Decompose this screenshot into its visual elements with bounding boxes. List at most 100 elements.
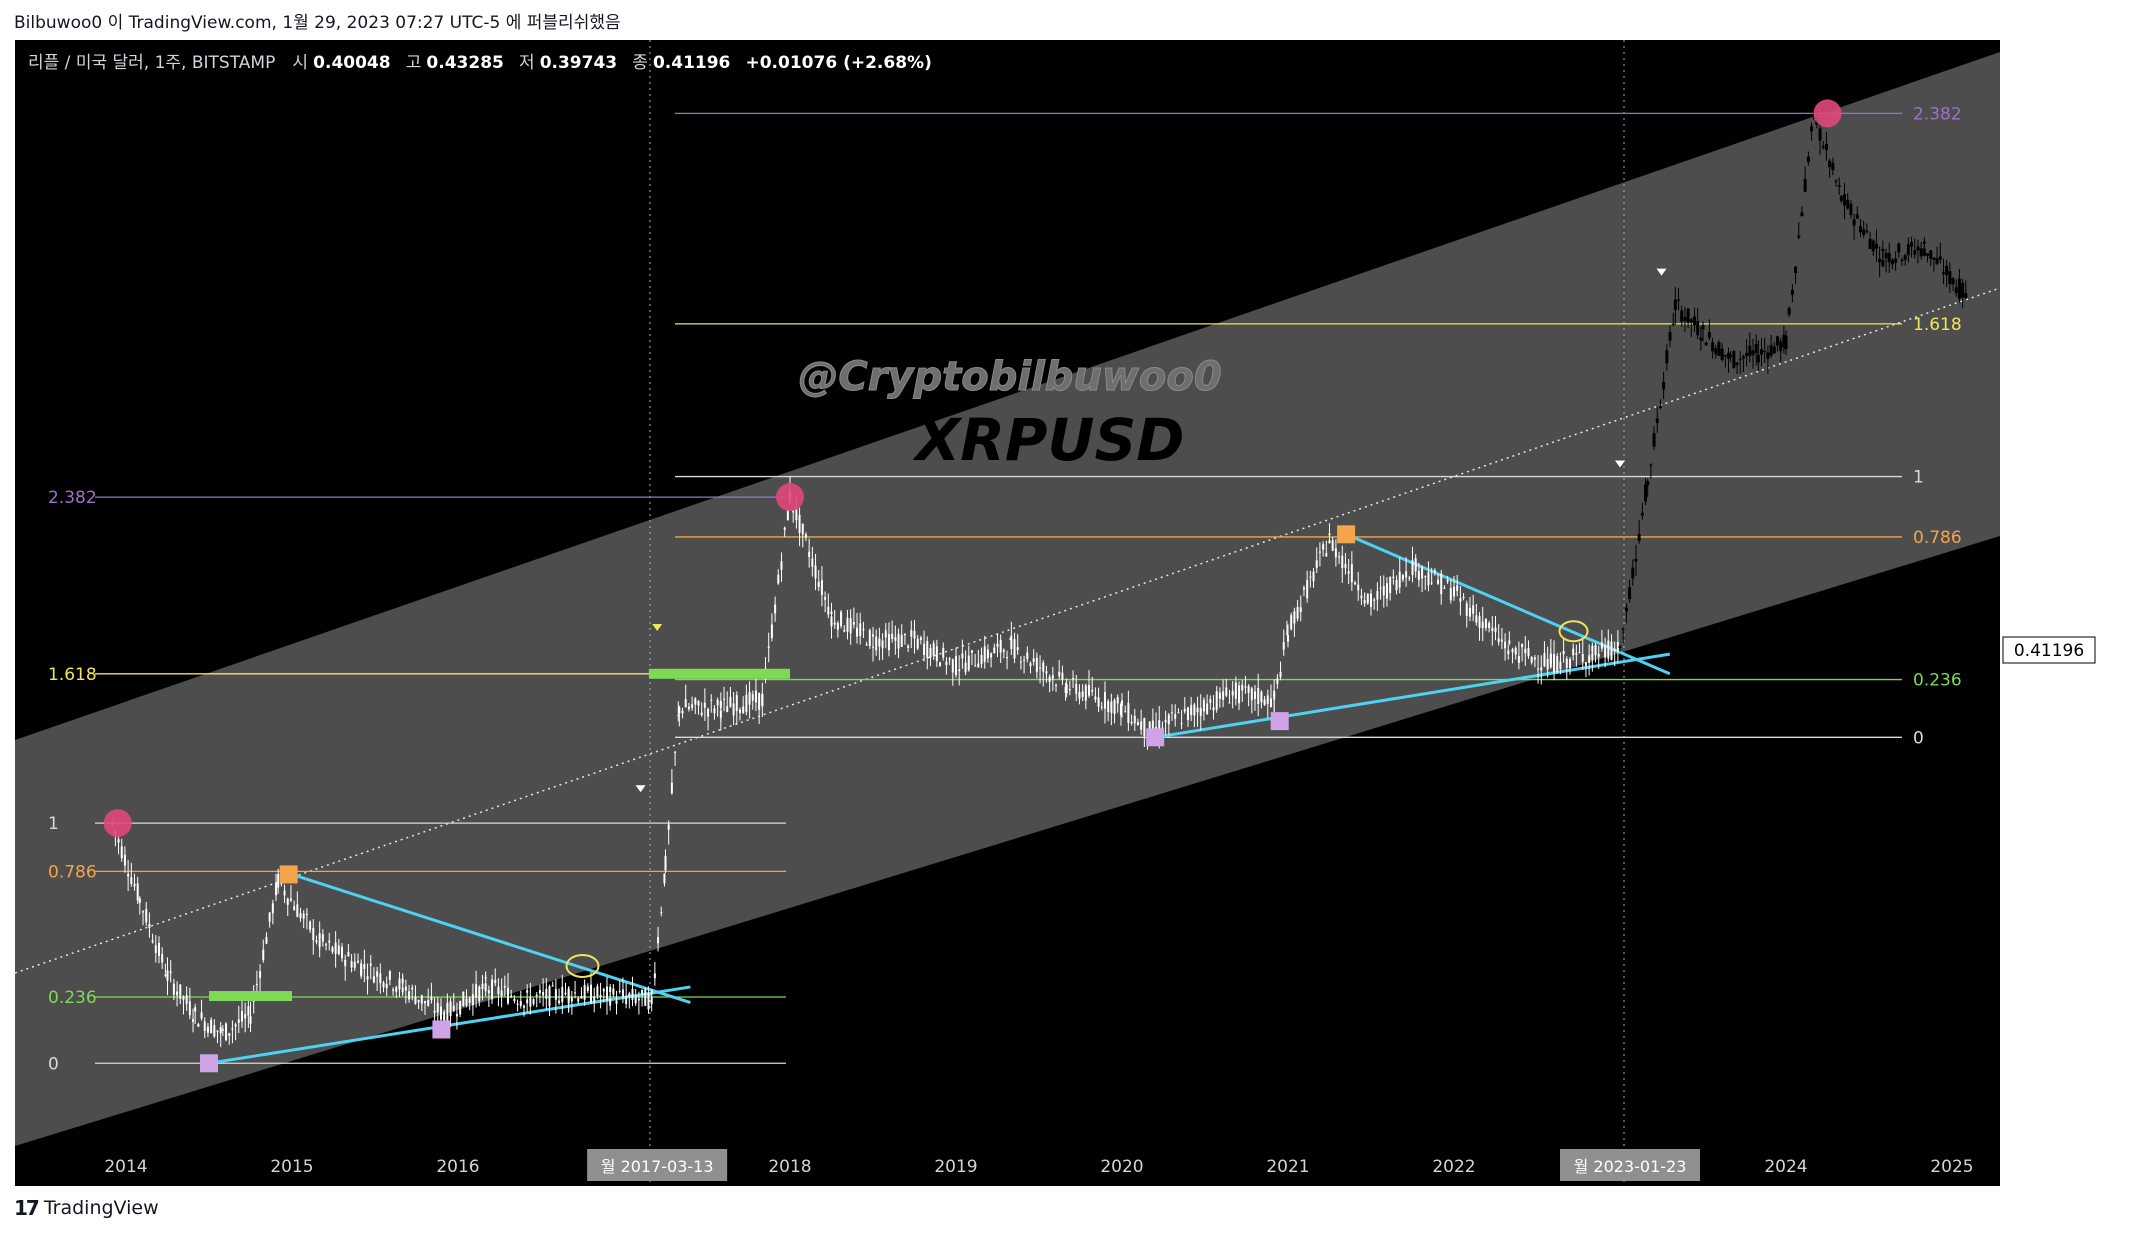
price-tick-label: 6.00000	[2008, 415, 2078, 435]
projection-candle-body	[1837, 185, 1841, 187]
history-candle-body	[309, 921, 312, 930]
history-candle-body	[1462, 597, 1465, 599]
price-axis[interactable]: 575.00000 325.00000 185.00000 105.00000 60.0…	[2008, 35, 2100, 1156]
trendline	[1345, 532, 1671, 676]
fib-level-label: 0.786	[1913, 528, 1962, 548]
history-candle-body	[462, 991, 465, 1007]
history-candle-body	[612, 988, 615, 995]
projection-candle-body	[1878, 258, 1882, 263]
history-candle-body	[980, 654, 983, 664]
history-candle-body	[318, 933, 321, 940]
history-candle-body	[1533, 657, 1536, 660]
history-candle-body	[1190, 706, 1193, 716]
history-candle-body	[767, 646, 770, 648]
history-candle-body	[459, 1000, 462, 1015]
history-candle-body	[1019, 661, 1022, 663]
history-candle-body	[286, 898, 289, 905]
accumulation-band	[648, 668, 790, 679]
projection-candle-body	[1881, 249, 1885, 252]
history-candle-body	[833, 622, 836, 625]
history-candle-body	[558, 1000, 561, 1004]
accumulation-band	[209, 991, 292, 1002]
history-candle-body	[1064, 686, 1067, 693]
history-candle-body	[687, 706, 690, 710]
price-tick-label: 0.90000	[2008, 573, 2078, 593]
history-candle-body	[1610, 641, 1613, 660]
price-tick-label: 1.60000	[2008, 525, 2078, 545]
history-candle-body	[1488, 622, 1491, 629]
projection-candle-body	[1834, 180, 1838, 182]
history-candle-body	[136, 883, 139, 901]
projection-candle-body	[1649, 464, 1653, 466]
history-candle-body	[1231, 690, 1234, 692]
history-candle-body	[1279, 671, 1282, 678]
history-candle-body	[955, 672, 957, 676]
history-candle-body	[859, 623, 862, 637]
fib-level-label: 0.786	[48, 862, 97, 882]
history-candle-body	[1517, 656, 1520, 663]
history-candle-body	[1546, 658, 1549, 670]
history-candle-body	[1549, 654, 1552, 668]
history-candle-body	[583, 984, 586, 1000]
projection-candle-body	[1763, 350, 1767, 353]
history-candle-body	[449, 1001, 452, 1017]
projection-candle-body	[1745, 352, 1749, 357]
history-candle-body	[379, 973, 382, 984]
history-candle-body	[526, 990, 529, 993]
history-candle-body	[697, 700, 700, 706]
history-candle-body	[1091, 689, 1094, 692]
history-candle-body	[663, 873, 666, 884]
history-candle-body	[424, 1000, 427, 1004]
history-candle-body	[318, 940, 321, 947]
history-candle-body	[1417, 570, 1420, 580]
history-candle-body	[500, 990, 503, 997]
projection-candle-body	[1916, 246, 1920, 251]
projection-candle-body	[1707, 332, 1711, 339]
history-candle-body	[891, 633, 894, 640]
history-candle-body	[225, 1023, 228, 1041]
history-candle-body	[1257, 687, 1260, 704]
history-candle-body	[1158, 720, 1161, 734]
history-candle-body	[919, 637, 922, 640]
date-marker-label: 월 2023-01-23	[1574, 1157, 1687, 1176]
projection-candle-body	[1821, 145, 1825, 148]
history-candle-body	[1521, 643, 1524, 648]
projection-candle-body	[1938, 256, 1942, 260]
time-tick-label: 2025	[1930, 1157, 1973, 1177]
history-candle-body	[127, 873, 130, 877]
history-candle-body	[1029, 663, 1032, 667]
history-candle-body	[350, 961, 353, 968]
history-candle-body	[1382, 585, 1385, 596]
peak-marker	[1813, 99, 1842, 128]
history-candle-body	[618, 990, 621, 992]
projection-candle-body	[1772, 346, 1776, 354]
tradingview-brand[interactable]: 17 TradingView	[14, 1196, 159, 1220]
history-candle-body	[637, 998, 640, 1001]
history-candle-body	[783, 527, 786, 530]
history-candle-body	[513, 998, 516, 1002]
history-candle-body	[551, 985, 554, 987]
projection-candle-body	[1701, 324, 1705, 330]
history-candle-body	[1440, 573, 1443, 595]
history-candle-body	[347, 952, 350, 957]
projection-candle-body	[1723, 354, 1727, 357]
history-candle-body	[1556, 655, 1559, 673]
history-candle-body	[852, 622, 855, 625]
fib-level-label: 1.618	[1913, 315, 1962, 335]
history-candle-body	[192, 1019, 195, 1022]
history-candle-body	[1328, 540, 1331, 544]
history-candle-body	[817, 581, 820, 588]
projection-candle-body	[1683, 316, 1687, 321]
history-candle-body	[1238, 685, 1241, 704]
history-candle-body	[678, 707, 681, 714]
projection-candle-body	[1910, 242, 1914, 247]
history-candle-body	[231, 1028, 234, 1030]
projection-candle-body	[1800, 212, 1804, 217]
projection-candle-body	[1862, 229, 1866, 235]
projection-candle-body	[1874, 243, 1878, 249]
history-candle-body	[945, 661, 948, 666]
history-candle-body	[1032, 658, 1035, 662]
history-candle-body	[312, 927, 315, 941]
history-candle-body	[929, 648, 932, 658]
